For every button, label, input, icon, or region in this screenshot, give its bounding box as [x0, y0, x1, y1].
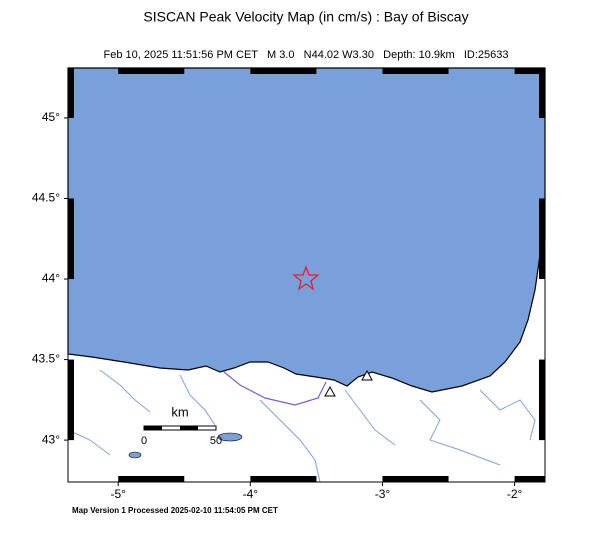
frame-band	[118, 476, 185, 482]
frame-band	[382, 476, 449, 482]
y-tick-label: 44.5°	[32, 191, 60, 205]
x-tick-label: -5°	[110, 487, 126, 501]
frame-bands	[68, 68, 545, 482]
frame-band	[539, 198, 545, 280]
region-outline	[223, 371, 327, 406]
y-tick-label: 45°	[42, 110, 60, 124]
frame-band	[514, 68, 545, 74]
sea	[67, 67, 546, 393]
scale-label: 50	[210, 435, 222, 447]
frame-band	[382, 68, 449, 74]
y-tick-label: 43°	[42, 432, 60, 446]
frame-band	[539, 68, 545, 118]
scale-bar	[180, 426, 198, 430]
map-subtitle: Feb 10, 2025 11:51:56 PM CET M 3.0 N44.0…	[104, 49, 509, 61]
frame-band	[68, 359, 74, 441]
frame-band	[514, 476, 545, 482]
rivers	[67, 369, 536, 483]
lake	[128, 451, 142, 459]
footer: Map Version 1 Processed 2025-02-10 11:54…	[72, 506, 278, 515]
frame-band	[68, 198, 74, 280]
frame-band	[250, 68, 317, 74]
x-tick-label: -4°	[243, 487, 259, 501]
station	[361, 369, 373, 381]
map-title: SISCAN Peak Velocity Map (in cm/s) : Bay…	[143, 9, 468, 25]
lake	[217, 432, 243, 442]
frame-band	[118, 68, 185, 74]
frame-band	[250, 476, 317, 482]
scale-label: 0	[141, 435, 147, 447]
scale-unit: km	[171, 404, 188, 419]
y-tick-label: 44°	[42, 271, 60, 285]
x-tick-label: -3°	[375, 487, 391, 501]
y-tick-label: 43.5°	[32, 352, 60, 366]
station	[324, 385, 336, 397]
frame-band	[68, 68, 74, 118]
frame-band	[539, 359, 545, 441]
x-tick-label: -2°	[507, 487, 523, 501]
scale-bar	[144, 426, 162, 430]
epicenter	[292, 265, 320, 291]
